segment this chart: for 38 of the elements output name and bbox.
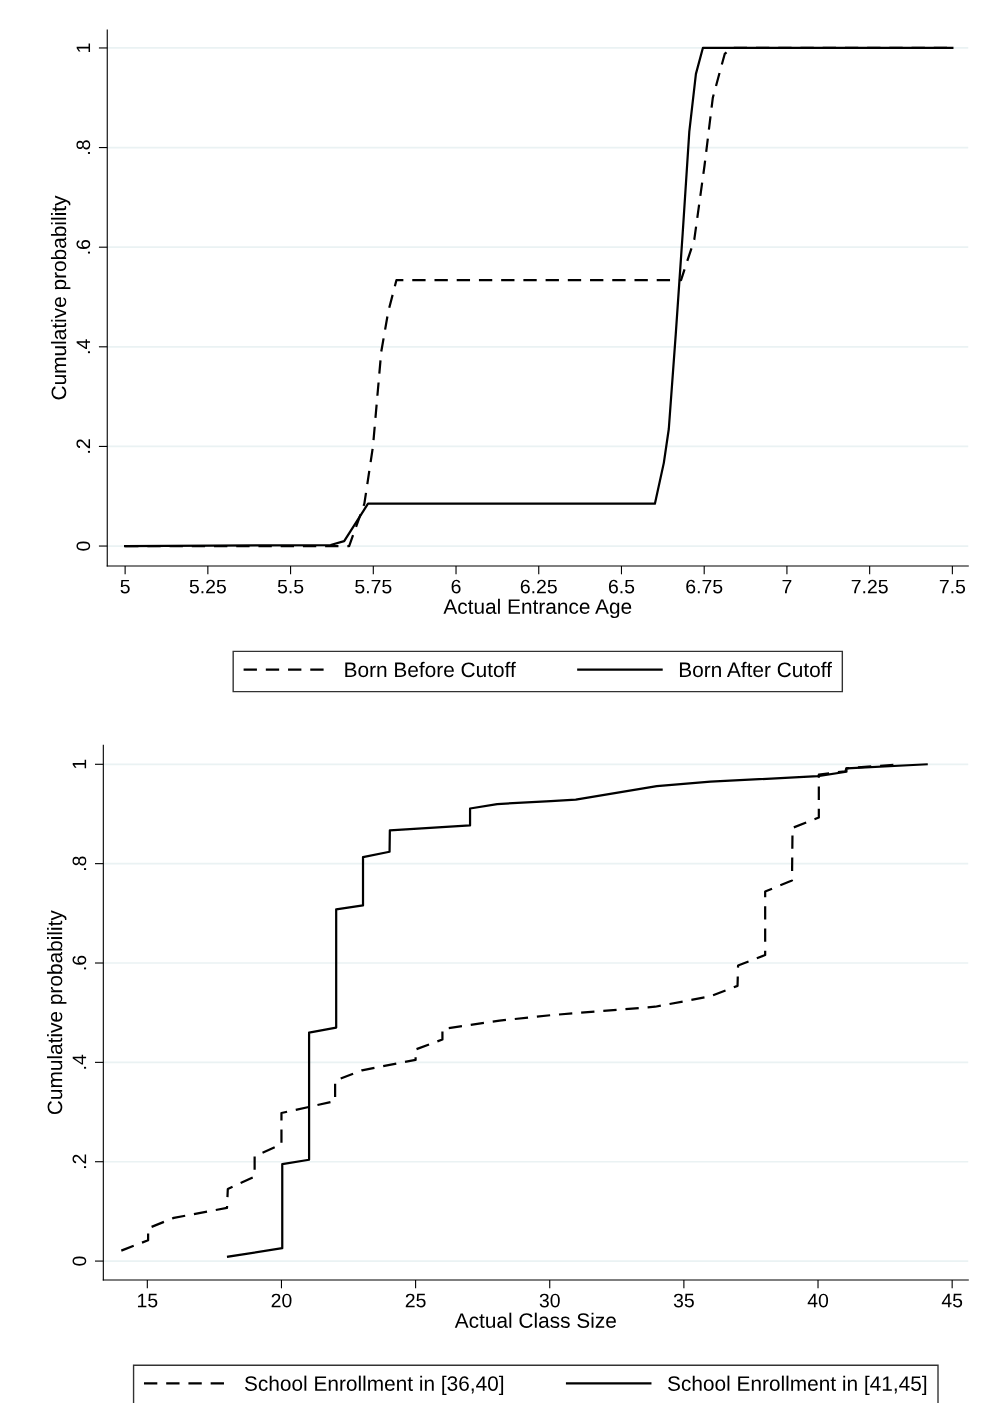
y-tick-label: .4 [72,1054,87,1069]
y-tick-label: .6 [76,239,91,254]
y-tick-label: .8 [76,140,91,154]
y-axis-title: Cumulative probability [47,910,67,1115]
x-tick-label: 5.75 [355,579,392,594]
x-tick-label: 25 [405,1293,426,1308]
legend-label: School Enrollment in [36,40] [244,1375,504,1396]
y-tick-label: .2 [72,1154,87,1169]
y-tick-label: 1 [72,759,87,769]
legend-label: School Enrollment in [41,45] [667,1375,927,1396]
x-tick-label: 7.25 [851,579,888,594]
x-tick-label: 5.5 [277,579,304,594]
y-tick-label: .2 [76,439,91,453]
x-tick-label: 6.5 [608,579,635,594]
y-tick-label: .6 [72,955,87,970]
legend-label: Born After Cutoff [679,661,832,678]
x-tick-label: 6.75 [686,579,723,594]
x-tick-label: 40 [807,1293,829,1308]
x-tick-label: 30 [539,1293,560,1308]
x-tick-label: 45 [941,1293,963,1308]
y-tick-label: 1 [76,43,91,52]
x-tick-label: 7.5 [939,579,966,594]
y-axis-title: Cumulative probability [50,195,71,400]
x-axis-title: Actual Entrance Age [443,598,632,619]
x-tick-label: 20 [271,1293,292,1308]
legend-label: Born Before Cutoff [345,661,516,678]
x-tick-label: 5 [120,579,130,594]
x-tick-label: 6 [451,579,461,594]
y-tick-label: .8 [72,856,87,870]
y-tick-label: 0 [72,1256,87,1266]
x-tick-label: 6.25 [520,579,557,594]
x-axis-title: Actual Class Size [454,1312,616,1328]
x-tick-label: 7 [782,579,792,594]
x-tick-label: 5.25 [189,579,226,594]
y-tick-label: 0 [76,541,91,551]
y-tick-label: .4 [76,339,91,354]
x-tick-label: 15 [137,1293,158,1308]
x-tick-label: 35 [673,1293,694,1308]
